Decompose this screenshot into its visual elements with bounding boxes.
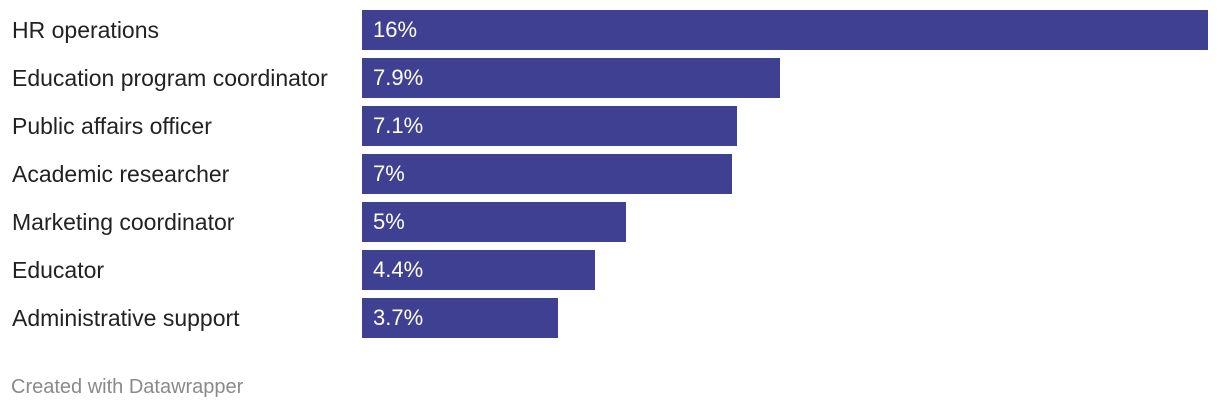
bar [362, 154, 732, 194]
category-label: Public affairs officer [12, 113, 212, 139]
bar-row: Education program coordinator 7.9% [0, 58, 1220, 98]
value-label: 4.4% [373, 257, 424, 282]
value-label: 7% [373, 161, 405, 186]
bar-row: Educator 4.4% [0, 250, 1220, 290]
credit-text[interactable]: Created with Datawrapper [11, 376, 244, 398]
bar [362, 106, 737, 146]
bar [362, 202, 626, 242]
bar-row: Academic researcher 7% [0, 154, 1220, 194]
category-label: Administrative support [12, 305, 240, 331]
value-label: 7.1% [373, 113, 424, 138]
value-label: 3.7% [373, 305, 424, 330]
category-label: Educator [12, 257, 105, 283]
category-label: HR operations [12, 17, 160, 43]
value-label: 7.9% [373, 65, 424, 90]
bar [362, 298, 558, 338]
value-label: 5% [373, 209, 405, 234]
bar-row: HR operations 16% [0, 10, 1220, 50]
bar-row: Public affairs officer 7.1% [0, 106, 1220, 146]
bar-row: Administrative support 3.7% [0, 298, 1220, 338]
category-label: Marketing coordinator [12, 209, 235, 235]
bar-row: Marketing coordinator 5% [0, 202, 1220, 242]
bar [362, 250, 595, 290]
value-label: 16% [373, 17, 418, 42]
bar [362, 58, 780, 98]
bar [362, 10, 1208, 50]
category-label: Education program coordinator [12, 65, 328, 91]
bar-chart: HR operations 16% Education program coordi… [0, 10, 1220, 338]
category-label: Academic researcher [12, 161, 230, 187]
